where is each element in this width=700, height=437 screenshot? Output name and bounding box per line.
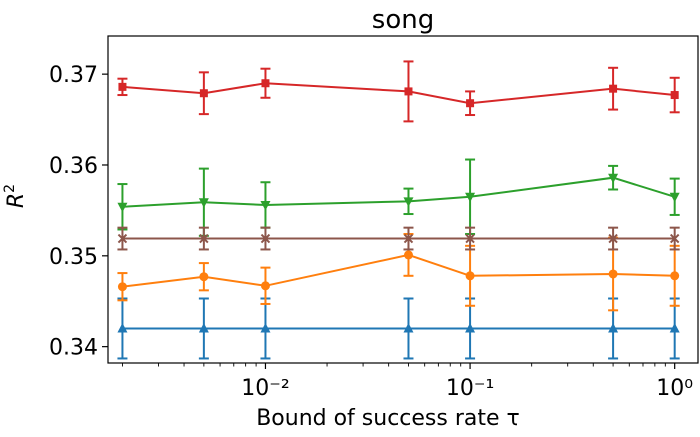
data-point: [117, 282, 127, 292]
data-point: [669, 233, 680, 244]
data-point: [198, 198, 209, 208]
data-point: [199, 233, 209, 244]
data-point: [403, 322, 414, 333]
x-tick-label: 10⁻²: [241, 376, 289, 401]
data-point: [608, 322, 619, 333]
axes: 0.34 0.35 0.36 0.37 10⁻² 10⁻¹ 10⁰: [49, 35, 699, 401]
y-tick-label: 0.35: [49, 245, 98, 270]
data-point: [260, 281, 270, 291]
chart-title: song: [372, 5, 434, 35]
data-point: [199, 89, 208, 98]
data-point: [466, 99, 475, 108]
data-point: [403, 233, 414, 244]
series-4: [117, 60, 680, 123]
data-point: [198, 322, 209, 333]
series-3: [117, 226, 680, 251]
data-point: [260, 200, 271, 211]
data-point: [260, 233, 271, 244]
data-point: [608, 269, 618, 279]
data-point: [465, 233, 475, 244]
y-tick-label: 0.37: [49, 63, 98, 88]
plot-area: [117, 60, 680, 360]
y-tick-label: 0.36: [49, 154, 98, 179]
x-axis-label: Bound of success rate τ: [256, 406, 520, 431]
data-point: [465, 322, 476, 333]
series-2: [117, 158, 680, 237]
data-point: [403, 197, 414, 207]
data-point: [118, 82, 127, 91]
data-point: [669, 192, 680, 203]
data-point: [670, 91, 679, 100]
data-point: [609, 84, 618, 93]
data-point: [199, 272, 209, 282]
data-point: [670, 271, 680, 281]
y-axis-label: R2: [2, 184, 29, 208]
data-point: [608, 173, 619, 184]
data-point: [608, 233, 618, 244]
data-point: [403, 250, 413, 260]
x-tick-label: 10⁻¹: [446, 376, 494, 401]
data-point: [117, 202, 128, 213]
data-point: [465, 192, 476, 203]
data-point: [261, 79, 270, 88]
data-point: [465, 271, 475, 281]
y-tick-label: 0.34: [49, 336, 98, 361]
data-point: [404, 87, 413, 96]
series-0: [117, 297, 680, 360]
data-point: [117, 233, 128, 244]
plot-frame: [107, 35, 699, 364]
data-point: [669, 322, 680, 333]
x-tick-label: 10⁰: [656, 376, 693, 401]
data-point: [260, 322, 271, 333]
series-line: [122, 253, 675, 288]
data-point: [117, 322, 128, 333]
